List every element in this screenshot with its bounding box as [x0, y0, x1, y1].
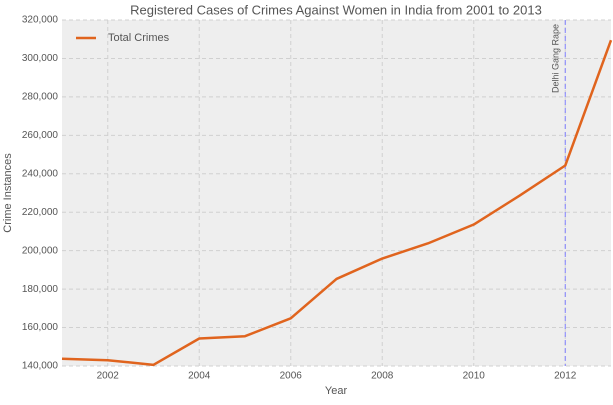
chart-title: Registered Cases of Crimes Against Women…: [130, 2, 542, 17]
y-tick-label: 180,000: [22, 284, 59, 295]
y-tick-label: 160,000: [22, 322, 59, 333]
y-axis-label: Crime Instances: [2, 153, 14, 233]
y-tick-label: 280,000: [22, 92, 59, 103]
y-tick-label: 300,000: [22, 53, 59, 64]
x-tick-label: 2002: [97, 371, 120, 382]
y-tick-label: 240,000: [22, 168, 59, 179]
y-tick-label: 320,000: [22, 15, 59, 26]
x-axis-label: Year: [325, 385, 348, 397]
y-tick-label: 200,000: [22, 245, 59, 256]
data-line: [61, 39, 613, 367]
x-tick-label: 2010: [463, 371, 486, 382]
x-tick-label: 2012: [554, 371, 577, 382]
y-tick-label: 220,000: [22, 207, 59, 218]
x-tick-label: 2004: [188, 371, 211, 382]
legend-label: Total Crimes: [108, 32, 170, 44]
plot-area: [62, 20, 611, 366]
annotation-text: Delhi Gang Rape: [551, 24, 561, 93]
y-tick-label: 140,000: [22, 361, 59, 372]
x-tick-label: 2006: [280, 371, 303, 382]
y-tick-label: 260,000: [22, 130, 59, 141]
x-tick-label: 2008: [371, 371, 394, 382]
